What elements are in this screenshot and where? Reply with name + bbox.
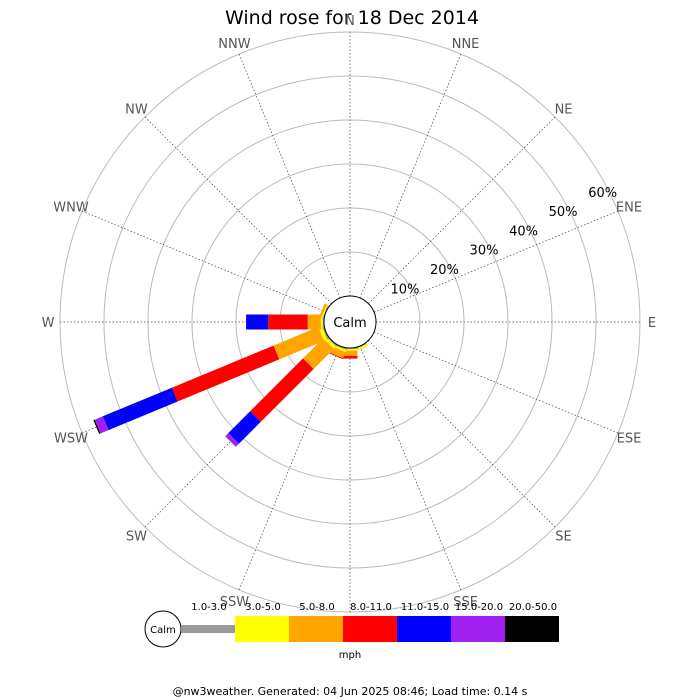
petal-segment-wsw: [171, 345, 280, 402]
grid-ring: [191, 163, 509, 481]
direction-label-sse: SSE: [453, 595, 478, 610]
petal-segment-wsw: [102, 387, 178, 431]
radial-tick-label: 60%: [588, 186, 617, 201]
footer-text: @nw3weather. Generated: 04 Jun 2025 08:4…: [173, 685, 528, 698]
direction-label-wsw: WSW: [54, 432, 88, 447]
direction-label-nnw: NNW: [218, 37, 250, 52]
calm-label: Calm: [333, 316, 366, 331]
legend-swatch: [505, 616, 559, 642]
radial-tick-label: 30%: [470, 244, 499, 259]
radial-tick-label: 50%: [549, 205, 578, 220]
direction-label-nw: NW: [125, 102, 148, 117]
legend-unit-label: mph: [339, 650, 361, 661]
direction-label-w: W: [42, 316, 55, 331]
legend-swatch: [343, 616, 397, 642]
petal-segment-w: [246, 314, 269, 330]
petal-segment-wnw: [321, 304, 328, 319]
grid-ring: [103, 75, 597, 569]
direction-label-nne: NNE: [452, 37, 480, 52]
legend-bin-label: 11.0-15.0: [401, 602, 449, 613]
radial-grid: NNNENEENEEESESESSESSSWSWWSWWWNWNWNNW10%2…: [42, 14, 657, 633]
direction-label-n: N: [345, 14, 355, 29]
legend-bin-label: 15.0-20.0: [455, 602, 503, 613]
legend-bin-label: 8.0-11.0: [350, 602, 392, 613]
petal-segment-ssw: [332, 343, 347, 351]
speed-legend: Calm 1.0-3.0 3.0-5.0 5.0-8.0 8.0-11.0 11.0-1…: [144, 602, 559, 661]
chart-title: Wind rose for 18 Dec 2014: [225, 7, 479, 29]
petal-segment-wsw: [94, 416, 109, 434]
petal-segment-sw: [303, 338, 334, 369]
legend-swatch: [397, 616, 451, 642]
petal-segment-s: [342, 355, 358, 359]
legend-swatch: [181, 625, 235, 633]
direction-label-se: SE: [555, 530, 571, 545]
radial-tick-label: 20%: [430, 263, 459, 278]
legend-bin-label: 20.0-50.0: [509, 602, 557, 613]
direction-label-e: E: [648, 316, 656, 331]
legend-bin-label: 5.0-8.0: [299, 602, 334, 613]
legend-swatch: [289, 616, 343, 642]
legend-swatch: [451, 616, 505, 642]
direction-label-wnw: WNW: [53, 200, 89, 215]
calm-circle: Calm: [323, 295, 377, 349]
direction-label-sw: SW: [126, 530, 147, 545]
petal-segment-wsw: [273, 327, 324, 360]
petal-segment-s: [342, 350, 358, 356]
radial-tick-label: 40%: [509, 224, 538, 239]
petal-segment-wnw: [319, 303, 327, 319]
legend-bin-label: 3.0-5.0: [245, 602, 280, 613]
petal-segment-sw: [225, 433, 239, 447]
petal-segment-w: [307, 314, 321, 330]
petal-segment-w: [268, 314, 308, 330]
direction-label-ene: ENE: [616, 200, 642, 215]
legend-swatch: [235, 616, 289, 642]
petal-segment-sw: [228, 411, 261, 444]
petal-segment-wsw: [93, 419, 101, 434]
petal-segment-ssw: [329, 346, 346, 359]
direction-label-ese: ESE: [617, 432, 642, 447]
legend-bin-label: 1.0-3.0: [191, 602, 226, 613]
legend-calm-label: Calm: [150, 625, 176, 636]
direction-label-ssw: SSW: [220, 595, 250, 610]
petals: [93, 303, 369, 447]
direction-label-ne: NE: [555, 102, 573, 117]
petal-segment-sw: [250, 358, 314, 422]
radial-tick-label: 10%: [390, 282, 419, 297]
petal-segment-ssw: [328, 352, 344, 360]
